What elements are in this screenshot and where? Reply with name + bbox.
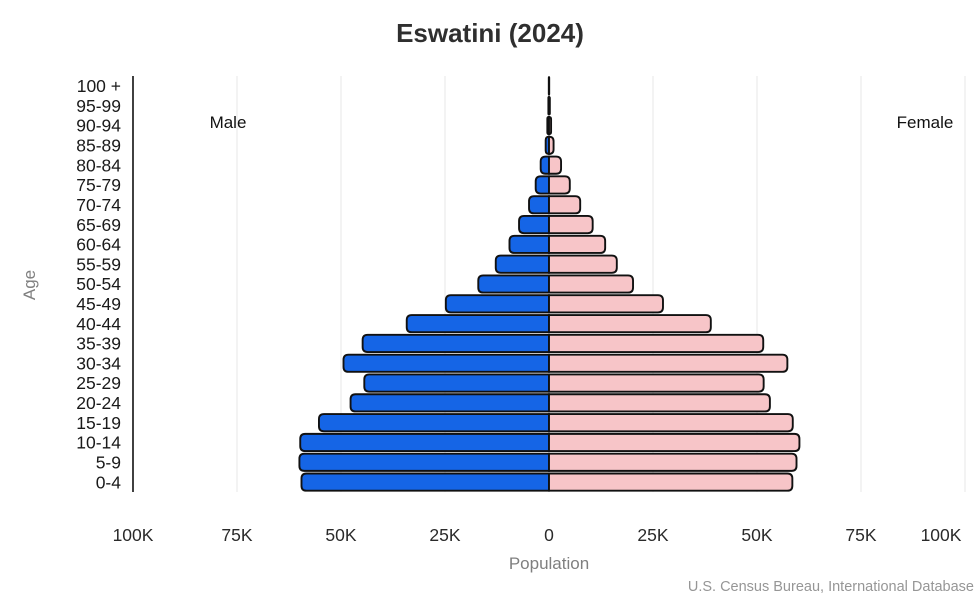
bar-male-5-9 (298, 452, 550, 472)
age-tick-label: 30-34 (76, 353, 121, 373)
bar-female-55-59 (548, 254, 618, 274)
bar-male-70-74 (528, 195, 550, 215)
x-tick-label: 0 (544, 525, 554, 545)
bar-female-10-14 (548, 432, 801, 453)
bar-female-65-69 (548, 215, 594, 235)
age-tick-label: 85-89 (76, 136, 121, 156)
bar-female-95-99 (548, 96, 551, 116)
bar-male-20-24 (349, 393, 550, 413)
age-tick-label: 80-84 (76, 155, 121, 175)
bar-female-20-24 (548, 393, 771, 413)
age-tick-label: 75-79 (76, 175, 121, 195)
x-tick-label: 25K (429, 525, 460, 545)
bar-female-5-9 (548, 452, 798, 472)
x-tick-label: 50K (741, 525, 772, 545)
female-series-label: Female (896, 113, 954, 132)
bar-male-55-59 (494, 254, 550, 274)
bar-male-40-44 (405, 314, 550, 334)
age-tick-label: 90-94 (76, 116, 121, 136)
bar-male-60-64 (508, 234, 550, 254)
bar-female-15-19 (548, 413, 794, 433)
bar-female-45-49 (548, 294, 664, 314)
x-tick-label: 25K (637, 525, 668, 545)
bar-male-45-49 (444, 294, 550, 314)
age-tick-label: 60-64 (76, 235, 121, 255)
male-series-label: Male (209, 113, 247, 132)
age-tick-label: 15-19 (76, 413, 121, 433)
bar-female-90-94 (548, 115, 553, 136)
chart-title: Eswatini (2024) (396, 18, 584, 48)
age-tick-label: 55-59 (76, 254, 121, 274)
age-tick-label: 25-29 (76, 373, 121, 393)
age-tick-label: 100 + (77, 76, 121, 96)
bar-male-50-54 (477, 274, 550, 294)
bar-female-0-4 (548, 472, 794, 492)
bar-female-50-54 (548, 274, 634, 294)
age-tick-label: 40-44 (76, 314, 121, 334)
age-tick-label: 0-4 (96, 472, 122, 492)
bar-female-75-79 (548, 175, 571, 195)
y-axis-title: Age (20, 269, 39, 301)
bar-male-75-79 (534, 175, 550, 195)
bar-male-35-39 (361, 333, 550, 353)
age-tick-label: 5-9 (96, 452, 121, 472)
bar-male-15-19 (318, 413, 550, 433)
bar-female-60-64 (548, 234, 607, 254)
bar-female-80-84 (548, 155, 563, 175)
age-tick-label: 50-54 (76, 274, 121, 294)
age-tick-label: 65-69 (76, 215, 121, 235)
age-tick-label: 45-49 (76, 294, 121, 314)
bar-male-65-69 (518, 215, 550, 235)
bar-male-25-29 (363, 373, 550, 393)
bar-female-70-74 (548, 195, 582, 215)
age-tick-label: 70-74 (76, 195, 121, 215)
bar-male-0-4 (300, 472, 550, 492)
x-tick-label: 75K (221, 525, 252, 545)
bar-male-30-34 (342, 353, 550, 373)
source-attribution: U.S. Census Bureau, International Databa… (687, 579, 974, 595)
x-tick-label: 100K (921, 525, 962, 545)
x-axis-title: Population (508, 554, 590, 573)
x-tick-label: 75K (845, 525, 876, 545)
x-tick-label: 100K (113, 525, 154, 545)
age-tick-label: 35-39 (76, 334, 121, 354)
age-tick-label: 95-99 (76, 96, 121, 116)
bar-female-30-34 (548, 353, 789, 373)
x-tick-label: 50K (325, 525, 356, 545)
bar-male-10-14 (299, 432, 550, 453)
bar-female-85-89 (548, 135, 555, 155)
bar-female-35-39 (548, 333, 765, 353)
age-tick-label: 10-14 (76, 433, 121, 453)
bar-male-80-84 (539, 155, 550, 175)
bar-female-40-44 (548, 314, 712, 334)
bar-female-25-29 (548, 373, 765, 393)
age-tick-label: 20-24 (76, 393, 121, 413)
